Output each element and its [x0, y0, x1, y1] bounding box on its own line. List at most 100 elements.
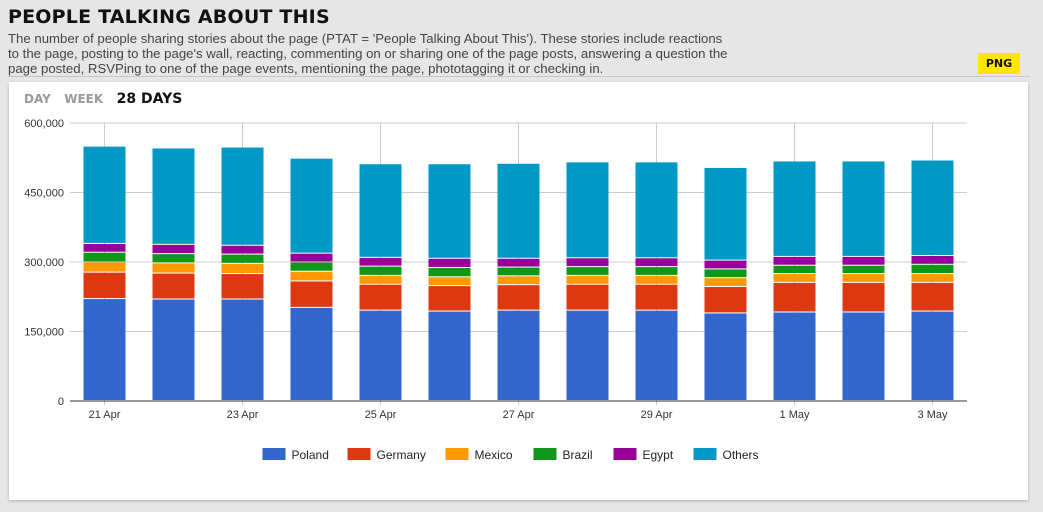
bar-germany-12 — [842, 282, 885, 312]
bar-mexico-10 — [704, 278, 747, 287]
bar-brazil-5 — [359, 266, 402, 275]
page-description: The number of people sharing stories abo… — [8, 31, 728, 76]
bar-others-8 — [566, 162, 609, 258]
bar-egypt-8 — [566, 258, 609, 267]
bar-poland-12 — [842, 312, 885, 400]
bar-egypt-4 — [290, 253, 333, 262]
bar-others-2 — [152, 148, 195, 244]
bar-poland-10 — [704, 313, 747, 400]
x-tick-label: 23 Apr — [227, 409, 259, 421]
bar-brazil-10 — [704, 269, 747, 278]
bar-egypt-13 — [911, 255, 954, 264]
bar-poland-11 — [773, 312, 816, 400]
bar-mexico-4 — [290, 271, 333, 281]
tab-day[interactable]: DAY — [24, 92, 51, 106]
legend-label-mexico: Mexico — [475, 448, 513, 462]
bar-brazil-11 — [773, 265, 816, 274]
bar-poland-6 — [428, 311, 471, 400]
bar-brazil-9 — [635, 267, 678, 275]
bar-brazil-8 — [566, 267, 609, 275]
bar-brazil-1 — [83, 252, 126, 262]
page-title: PEOPLE TALKING ABOUT THIS — [8, 6, 330, 28]
bar-poland-3 — [221, 299, 264, 400]
bar-poland-2 — [152, 299, 195, 400]
bar-egypt-6 — [428, 258, 471, 268]
bar-germany-11 — [773, 282, 816, 312]
bar-poland-5 — [359, 310, 402, 400]
x-tick-label: 29 Apr — [641, 409, 673, 421]
bar-poland-4 — [290, 307, 333, 400]
legend-swatch-brazil — [533, 448, 557, 460]
bar-mexico-7 — [497, 276, 540, 285]
legend-label-germany: Germany — [377, 448, 426, 462]
legend-swatch-egypt — [613, 448, 637, 460]
bar-germany-2 — [152, 273, 195, 299]
bar-others-12 — [842, 161, 885, 256]
tab-week[interactable]: WEEK — [64, 92, 104, 106]
x-tick-label: 25 Apr — [365, 409, 397, 421]
bar-others-5 — [359, 164, 402, 257]
bar-poland-7 — [497, 310, 540, 400]
legend-label-brazil: Brazil — [563, 448, 593, 462]
bar-germany-7 — [497, 285, 540, 310]
bar-brazil-6 — [428, 268, 471, 277]
x-tick-label: 27 Apr — [503, 409, 535, 421]
bar-germany-1 — [83, 272, 126, 299]
legend-swatch-others — [693, 448, 717, 460]
bar-brazil-2 — [152, 254, 195, 263]
bar-others-13 — [911, 160, 954, 255]
bar-poland-9 — [635, 310, 678, 400]
bar-egypt-1 — [83, 243, 126, 252]
bar-mexico-11 — [773, 274, 816, 282]
bar-brazil-12 — [842, 265, 885, 274]
chart-card: DAY WEEK 28 DAYS 0 150,000 300,000 450,000 6… — [9, 82, 1028, 500]
bar-egypt-9 — [635, 258, 678, 267]
bar-egypt-11 — [773, 256, 816, 265]
tab-28-days[interactable]: 28 DAYS — [116, 91, 183, 107]
bar-mexico-13 — [911, 274, 954, 282]
legend-label-others: Others — [723, 448, 759, 462]
bar-germany-13 — [911, 282, 954, 311]
bar-brazil-7 — [497, 267, 540, 276]
bar-brazil-3 — [221, 254, 264, 263]
y-tick-label: 600,000 — [24, 118, 64, 130]
legend-label-poland: Poland — [292, 448, 329, 462]
bar-mexico-1 — [83, 262, 126, 272]
bar-egypt-7 — [497, 258, 540, 267]
y-tick-label: 300,000 — [24, 257, 64, 269]
bar-mexico-2 — [152, 263, 195, 273]
y-tick-label: 0 — [58, 396, 64, 408]
bar-others-1 — [83, 146, 126, 243]
bar-germany-8 — [566, 284, 609, 310]
x-tick-label: 1 May — [780, 409, 810, 421]
bar-brazil-13 — [911, 264, 954, 274]
bar-mexico-3 — [221, 263, 264, 274]
bar-others-6 — [428, 164, 471, 258]
bar-others-7 — [497, 163, 540, 258]
bar-mexico-6 — [428, 277, 471, 286]
bar-germany-4 — [290, 281, 333, 307]
bar-mexico-12 — [842, 274, 885, 282]
png-export-button[interactable]: PNG — [978, 53, 1020, 74]
bar-others-11 — [773, 161, 816, 256]
bar-poland-8 — [566, 310, 609, 400]
bar-germany-3 — [221, 274, 264, 299]
bar-egypt-10 — [704, 260, 747, 269]
bar-poland-1 — [83, 299, 126, 400]
x-tick-label: 21 Apr — [89, 409, 121, 421]
bar-egypt-3 — [221, 245, 264, 254]
bar-poland-13 — [911, 311, 954, 400]
bar-egypt-2 — [152, 244, 195, 254]
header-divider — [8, 76, 1030, 77]
bar-mexico-8 — [566, 275, 609, 284]
bar-germany-9 — [635, 284, 678, 310]
bar-others-10 — [704, 167, 747, 260]
legend-swatch-poland — [262, 448, 286, 460]
bar-germany-5 — [359, 284, 402, 310]
bar-egypt-5 — [359, 257, 402, 266]
bar-others-9 — [635, 162, 678, 258]
y-tick-label: 450,000 — [24, 188, 64, 200]
bar-others-3 — [221, 147, 264, 245]
bar-brazil-4 — [290, 262, 333, 271]
y-tick-label: 150,000 — [24, 327, 64, 339]
